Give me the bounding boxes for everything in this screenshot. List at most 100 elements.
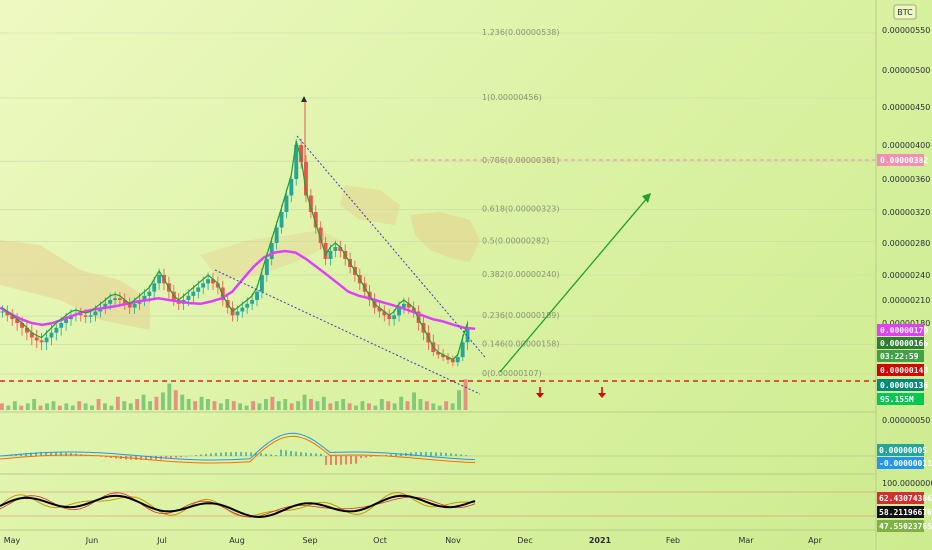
macd-bar [445,452,447,456]
rsi-k-line [0,492,476,518]
candle-body [215,283,220,288]
time-axis[interactable]: May Jun Jul Aug Sep Oct Nov Dec 2021 Feb Mar Apr [4,536,823,545]
candle-body [382,311,387,316]
volume-bar [418,399,423,410]
price-axis[interactable]: 0.00000550 0.00000500 0.00000450 0.00000400… [882,26,930,328]
candle-body [279,212,284,228]
volume-bar [45,403,49,410]
macd-badge-text: 0.00000005 [879,446,927,455]
macd-bar [45,452,47,456]
volume-bar [444,401,449,410]
candle-body [235,311,240,316]
macd-bar [35,452,37,456]
volume-bar [251,401,255,410]
candle-body [10,315,15,320]
candle-body [201,283,206,288]
volume-bar [135,399,140,410]
x-tick-label: Feb [666,536,680,545]
price-badge-text: 0.00000170 [880,326,928,335]
macd-bar [200,454,202,456]
volume-bar [154,396,159,410]
price-badge [877,324,924,336]
rsi-badge [877,492,924,504]
projection-arrow-line [499,196,649,373]
macd-bar [275,455,277,456]
macd-bar [165,456,167,459]
macd-bar [430,452,432,456]
fib-label: 0.236(0.00000189) [482,311,560,320]
fib-label: 0.618(0.00000323) [482,205,560,214]
volume-bar [161,392,165,410]
macd-bar [250,452,252,456]
price-badge-text: 03:22:59 [880,352,919,361]
macd-line [0,432,476,461]
macd-bar [205,453,207,456]
macd-bar [330,456,332,465]
volume-bar [334,401,339,410]
fibonacci-levels: 1.236(0.00000538) 1(0.00000456) 0.786(0.00… [0,28,876,378]
macd-bar [265,453,267,456]
macd-bar [60,452,62,456]
volume-bar [115,396,120,410]
volume-bar [193,401,198,410]
rsi-badge-text: 47.55023785 [879,522,932,531]
macd-bar [345,456,347,465]
macd-bar [295,451,297,456]
price-badge [877,154,924,166]
macd-bar [415,452,417,456]
volume-bar [328,403,333,410]
macd-bar [50,452,52,456]
volume-bar [77,401,82,410]
candle-body [25,327,29,333]
rsi-badge-text: 58.21196676 [879,508,932,517]
y-tick-label: 0.00000360 [882,175,930,184]
candle-body [455,357,460,363]
volume-bar [218,403,223,410]
macd-bar [285,450,287,456]
candle-body [103,303,108,308]
macd-bar [425,452,427,456]
volume-bar [0,403,4,410]
candle-body [93,311,98,316]
macd-bar [310,453,312,456]
y-tick-label: 0.00000450 [882,103,930,112]
candle-body [318,227,323,243]
candle-body [387,315,392,320]
candle-body [113,298,117,300]
volume-bar [25,403,30,410]
macd-bar [155,456,157,460]
x-tick-label: Jul [156,536,167,545]
macd-bar [315,453,317,456]
symbol-box[interactable] [893,4,917,20]
macd-bar [55,452,57,456]
x-tick-label: Dec [517,536,532,545]
macd-bar [20,453,22,456]
macd-bar [170,456,172,459]
volume-bar [180,394,185,410]
macd-bar [150,456,152,460]
volume-bar [457,390,461,410]
candle-body [211,279,215,284]
volume-bar [173,390,178,410]
candle-body [0,311,5,313]
candle-body [397,307,401,316]
macd-bar [240,452,242,456]
price-badge-text: 0.00000166 [880,339,928,348]
cloud-oct [410,212,480,262]
macd-bar [460,454,462,456]
candle-body [186,295,191,300]
macd-bar [280,449,282,456]
macd-bar [145,456,147,460]
candle-body [450,359,455,363]
macd-bar [135,456,137,460]
candle-body [294,145,299,179]
symbol-label: BTC [897,8,913,17]
cloud-aug [340,185,400,225]
volume-bar [296,401,301,410]
macd-bar [25,453,27,456]
volume-bar [199,396,204,410]
volume-bar [315,401,320,410]
volume-bars [0,379,468,410]
candle-body [206,279,210,284]
